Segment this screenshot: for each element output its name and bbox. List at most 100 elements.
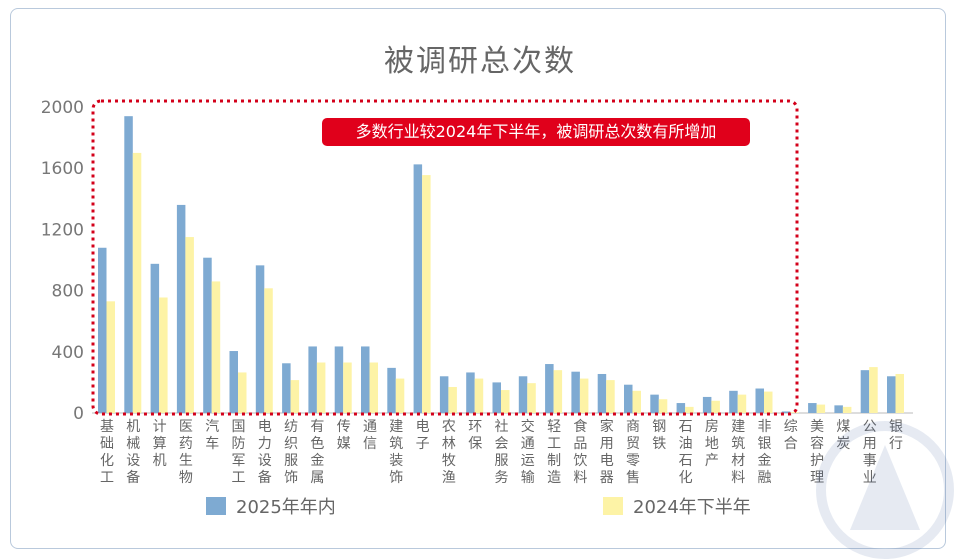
y-tick-label: 0 [73,404,84,424]
bar-s2025-23 [702,396,712,413]
bar-s2025-22 [676,403,686,413]
bar-s2025-15 [492,382,501,413]
bar-s2024h2-9 [343,362,352,413]
bar-s2025-10 [361,346,370,413]
x-tick-label: 电力设备 [258,419,272,486]
y-tick-label: 400 [52,343,84,363]
x-tick-label: 建筑材料 [731,419,745,486]
x-tick-label: 传媒 [337,419,351,452]
x-tick-label: 煤炭 [836,419,850,452]
bar-s2024h2-8 [316,362,326,413]
annotation-callout: 多数行业较2024年下半年，被调研总次数有所增加 [322,118,750,146]
y-tick-label: 1600 [41,159,84,179]
bar-s2024h2-2 [159,297,168,413]
bar-s2025-16 [518,376,528,413]
bar-s2025-26 [781,411,791,413]
x-tick-label: 环保 [468,419,482,452]
legend-item-2025: 2025年年内 [206,494,336,518]
bar-s2024h2-28 [842,406,852,413]
x-axis-labels: 基础化工机械设备计算机医药生物汽车国防军工电力设备纺织服饰有色金属传媒通信建筑装… [100,418,903,486]
bars [98,116,904,414]
watermark-logo [816,421,954,559]
bar-s2024h2-17 [553,370,563,413]
bar-s2024h2-23 [711,400,720,413]
bar-s2024h2-22 [685,406,694,413]
bar-s2025-19 [597,373,607,413]
bar-s2024h2-12 [422,175,431,413]
bar-s2025-24 [729,390,738,413]
x-tick-label: 通信 [363,419,377,452]
legend-swatch-2024h2 [603,497,623,515]
bar-s2024h2-18 [579,378,589,413]
bar-s2024h2-29 [869,367,878,413]
bar-s2025-25 [755,388,764,413]
bar-s2024h2-11 [395,378,405,413]
bar-s2024h2-19 [606,380,615,413]
bar-s2025-27 [808,403,817,413]
bar-s2025-1 [124,116,133,414]
x-tick-label: 国防军工 [232,419,246,486]
bar-s2025-20 [624,384,633,413]
x-tick-label: 轻工制造 [547,419,561,486]
bar-s2025-21 [650,394,659,413]
x-tick-label: 房地产 [705,419,719,469]
x-tick-label: 钢铁 [652,419,666,452]
x-tick-label: 汽车 [205,419,219,452]
bar-s2024h2-14 [474,378,484,413]
bar-s2024h2-27 [816,404,826,413]
bar-s2025-12 [413,164,423,413]
x-tick-label: 医药生物 [179,419,193,486]
bar-s2024h2-3 [185,237,194,413]
bar-s2025-18 [571,371,580,413]
bar-s2024h2-4 [211,281,221,413]
legend-item-2024h2: 2024年下半年 [603,494,751,518]
bar-s2025-28 [834,405,843,413]
bar-s2024h2-25 [764,391,773,413]
x-tick-label: 家用电器 [600,418,614,486]
bar-s2024h2-20 [632,390,641,413]
x-tick-label: 计算机 [153,419,167,469]
y-axis: 0 400 800 1200 1600 2000 [41,98,913,424]
bar-s2024h2-6 [264,288,273,413]
bar-s2024h2-15 [501,390,510,413]
bar-s2025-2 [150,263,160,413]
bar-s2024h2-16 [527,383,536,413]
x-tick-label: 非银金融 [758,419,772,486]
bar-s2025-14 [466,372,475,413]
legend-label-2025: 2025年年内 [236,497,336,518]
x-tick-label: 商贸零售 [626,419,640,486]
x-tick-label: 交通运输 [521,418,535,486]
y-tick-label: 1200 [41,220,84,240]
x-tick-label: 食品饮料 [573,418,587,486]
bar-s2025-8 [308,346,317,413]
x-tick-label: 石油石化 [679,419,693,486]
x-tick-label: 机械设备 [126,419,140,486]
bar-s2025-11 [387,367,396,413]
y-tick-label: 800 [52,282,84,302]
bar-s2025-17 [545,364,554,413]
bar-s2025-0 [98,247,107,413]
bar-s2025-6 [255,265,265,413]
bar-s2025-3 [176,204,186,413]
bar-s2025-4 [203,257,212,413]
bar-s2024h2-21 [658,399,668,413]
bar-s2024h2-30 [895,373,904,413]
bar-s2024h2-13 [448,386,457,413]
bar-s2024h2-24 [737,394,747,413]
legend-label-2024h2: 2024年下半年 [633,497,751,518]
bar-s2024h2-0 [106,301,115,413]
bar-s2025-5 [229,351,238,413]
highlight-box [91,99,799,416]
x-tick-label: 电子 [416,419,430,452]
x-tick-label: 农林牧渔 [442,419,456,486]
legend-swatch-2025 [206,497,226,515]
bar-s2025-7 [282,363,291,413]
x-tick-label: 建筑装饰 [389,419,403,486]
bar-s2025-13 [439,376,449,413]
y-tick-label: 2000 [41,98,84,118]
x-tick-label: 综合 [784,419,798,452]
bar-s2024h2-7 [290,380,300,413]
bar-s2025-9 [334,346,344,413]
x-tick-label: 纺织服饰 [284,419,298,486]
